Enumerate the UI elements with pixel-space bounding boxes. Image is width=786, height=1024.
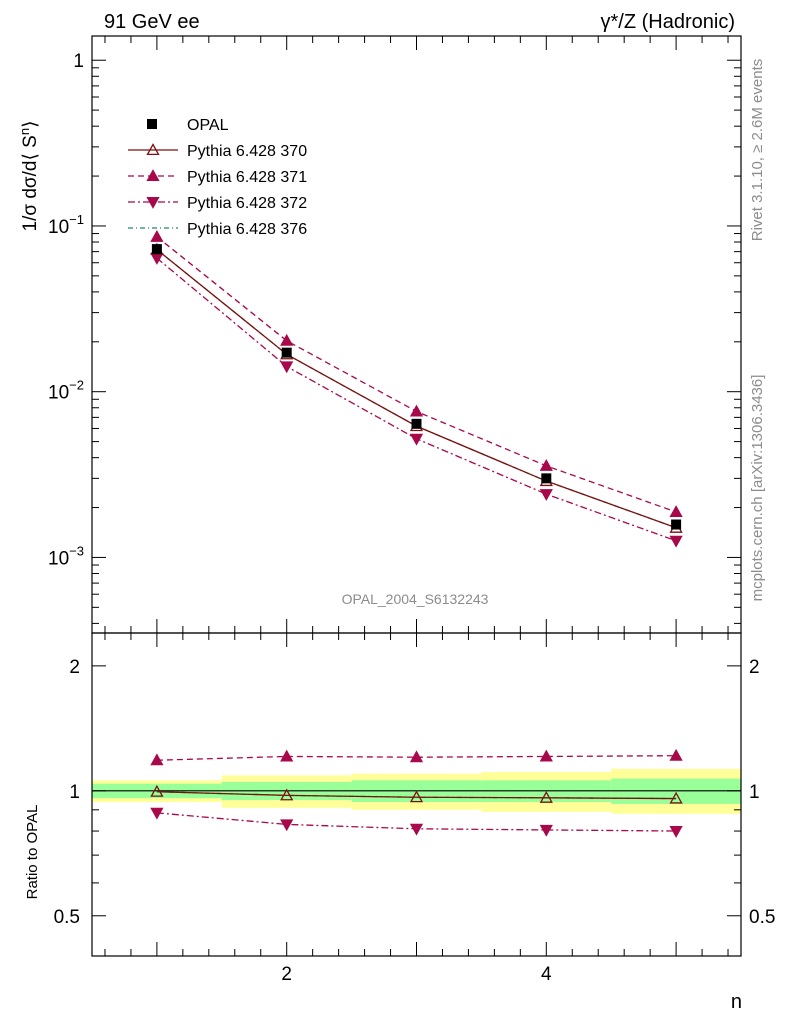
main-line-series-4: [156, 249, 677, 529]
y-axis-label-ratio: Ratio to OPAL: [24, 805, 41, 900]
data-point-opal: [411, 418, 422, 429]
legend: OPAL Pythia 6.428 370 Pythia 6.428 371 Pyth…: [128, 117, 307, 238]
ratio-y-tick-label-left: 0.5: [54, 907, 80, 928]
ratio-y-tick-label-right: 0.5: [749, 907, 775, 928]
ratio-point-series-3: [669, 825, 683, 838]
legend-label-4: Pythia 6.428 376: [187, 221, 307, 238]
main-line-series-1: [156, 249, 677, 529]
axis-ticks: [92, 36, 741, 956]
ratio-point-series-2: [150, 753, 164, 766]
ratio-point-series-2: [669, 748, 683, 761]
title-left: 91 GeV ee: [104, 11, 200, 33]
ratio-line-series-2: [156, 755, 677, 761]
watermark: OPAL_2004_S6132243: [342, 591, 489, 607]
main-point-series-2: [409, 404, 424, 417]
ratio-point-series-2: [409, 750, 424, 763]
ratio-point-series-1: [669, 791, 683, 804]
legend-marker-1: [146, 143, 160, 156]
ratio-point-series-2: [539, 749, 553, 762]
legend-label-1: Pythia 6.428 370: [187, 143, 307, 160]
x-tick-label: 2: [281, 964, 292, 985]
ratio-line-series-1: [156, 791, 677, 800]
data-point-opal: [541, 473, 552, 484]
ratio-point-series-2: [280, 749, 294, 762]
ratio-y-tick-label-right: 1: [749, 782, 760, 803]
data-point-opal: [671, 519, 682, 530]
ratio-point-series-3: [409, 823, 424, 836]
x-axis-label: n: [731, 991, 742, 1013]
data-point-opal: [281, 347, 292, 358]
main-y-tick-label: 10−2: [48, 378, 84, 404]
legend-label-2: Pythia 6.428 371: [187, 169, 307, 186]
legend-marker-opal: [147, 119, 157, 129]
main-y-tick-label: 1: [73, 51, 84, 72]
ratio-point-series-1: [539, 790, 553, 803]
main-point-series-2: [150, 229, 164, 242]
ratio-point-series-3: [539, 824, 553, 837]
main-line-series-3: [156, 257, 677, 542]
ratio-point-series-3: [280, 819, 294, 832]
ratio-point-series-1: [409, 790, 424, 803]
main-point-series-3: [669, 535, 683, 548]
ratio-y-tick-label-left: 2: [69, 657, 80, 678]
y-axis-label-main: 1/σ dσ/d⟨ Sn⟩: [17, 120, 41, 231]
tick-labels: 1 10−1 10−2 10−3 0.5 0.5 1 1 2 2 2 4: [48, 51, 775, 985]
ratio-y-tick-label-left: 1: [69, 782, 80, 803]
title-right: γ*/Z (Hadronic): [601, 11, 735, 33]
main-point-series-3: [539, 489, 553, 501]
legend-marker-3: [146, 196, 160, 209]
legend-label-0: OPAL: [187, 117, 229, 134]
main-y-tick-label: 10−1: [48, 212, 84, 238]
main-point-series-3: [280, 361, 294, 374]
x-tick-label: 4: [541, 964, 552, 985]
side-label-rivet: Rivet 3.1.10, ≥ 2.6M events: [749, 59, 766, 242]
main-point-series-2: [539, 458, 553, 471]
data-point-opal: [151, 244, 162, 255]
ratio-y-tick-label-right: 2: [749, 657, 760, 678]
main-point-series-2: [669, 505, 683, 518]
series-lines: [156, 236, 677, 832]
series-markers: [150, 229, 683, 838]
legend-marker-2: [146, 169, 160, 182]
legend-label-3: Pythia 6.428 372: [187, 195, 307, 212]
main-point-series-2: [280, 333, 294, 346]
side-label-mcplots: mcplots.cern.ch [arXiv:1306.3436]: [749, 375, 766, 602]
ratio-point-series-1: [280, 788, 294, 801]
main-line-series-2: [156, 236, 677, 513]
ratio-point-series-3: [150, 807, 164, 820]
main-point-series-3: [409, 433, 424, 446]
main-y-tick-label: 10−3: [48, 543, 84, 569]
ratio-point-series-1: [150, 784, 164, 797]
